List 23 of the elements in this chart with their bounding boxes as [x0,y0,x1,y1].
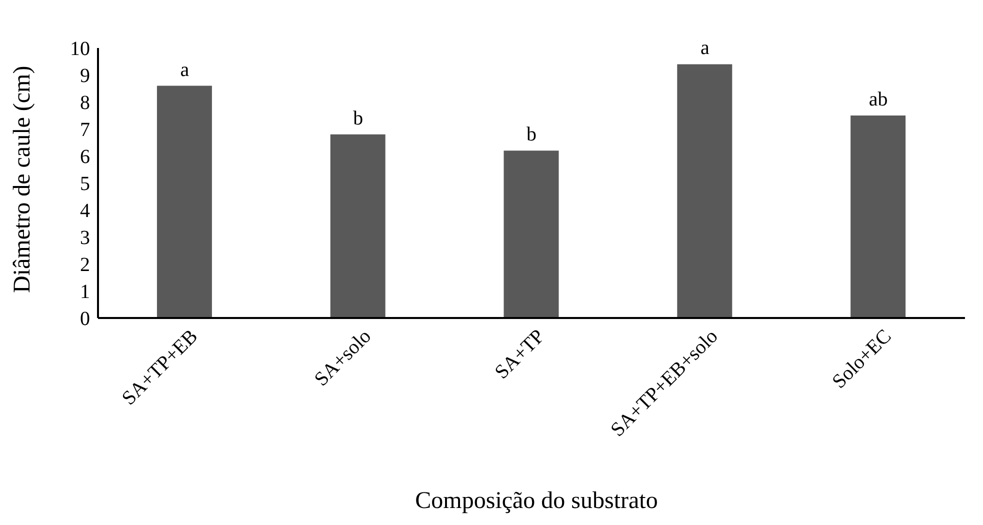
y-axis-title: Diâmetro de caule (cm) [10,66,36,293]
annotation: b [353,107,364,130]
annotation: b [526,124,536,146]
annotation: ab [868,88,888,110]
bar [504,150,559,318]
y-tick-label: 7 [80,119,90,142]
bar [330,134,386,318]
y-tick-label: 0 [80,308,90,330]
x-axis-title: Composição do substrato [414,488,659,515]
y-tick-label: 10 [70,38,90,60]
y-tick-label: 6 [80,146,90,168]
y-tick-label: 2 [80,254,90,276]
y-tick-label: 5 [80,173,90,196]
annotation: a [700,37,710,60]
bar [850,116,906,318]
bar [677,64,732,318]
y-tick-label: 1 [80,281,90,304]
bar [156,86,212,318]
y-tick-label: 8 [80,92,90,114]
y-tick-label: 9 [80,65,90,88]
y-tick-label: 3 [80,227,90,250]
y-tick-label: 4 [80,200,90,222]
annotation: a [180,58,190,81]
